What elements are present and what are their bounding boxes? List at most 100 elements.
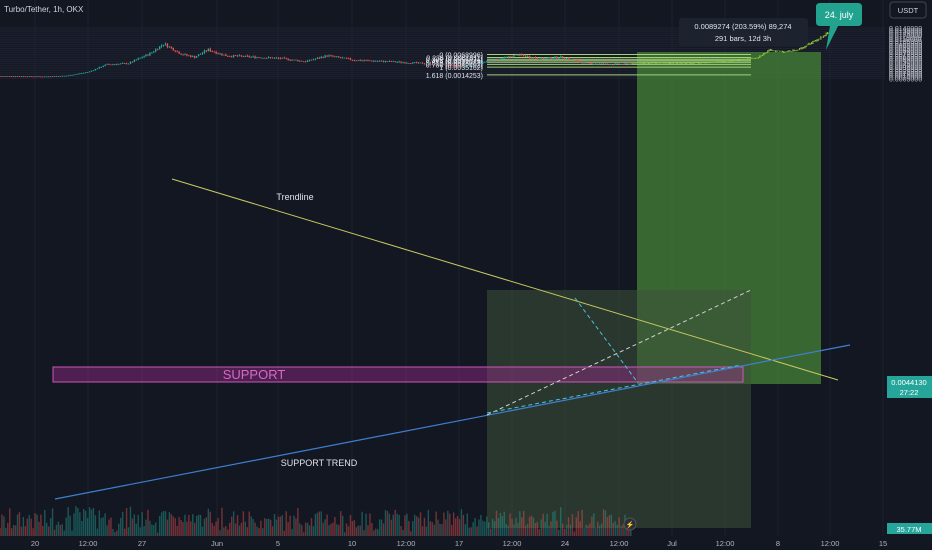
candle-body xyxy=(108,64,110,65)
volume-bar xyxy=(359,525,361,536)
volume-bar xyxy=(104,513,106,536)
candle-body xyxy=(394,61,396,63)
candle-body xyxy=(61,75,64,77)
candle-body xyxy=(560,56,562,59)
volume-bar xyxy=(110,517,112,536)
support-zone[interactable] xyxy=(52,366,744,383)
volume-bar xyxy=(565,525,568,536)
candle-body xyxy=(480,63,482,64)
date-callout[interactable] xyxy=(816,3,862,50)
candle-body xyxy=(513,55,515,57)
volume-bar xyxy=(190,521,192,536)
volume-bar xyxy=(322,522,324,536)
volume-bar xyxy=(585,524,587,536)
volume-bar xyxy=(42,525,44,536)
volume-bar xyxy=(135,523,137,536)
volume-bar xyxy=(176,525,178,536)
candle-body xyxy=(195,56,198,58)
candle-body xyxy=(184,54,186,55)
candle-body xyxy=(12,76,15,78)
volume-bar xyxy=(493,521,496,536)
price-tick-label: 0.0005000 xyxy=(889,76,922,83)
price-tick-label: 0.0125000 xyxy=(889,32,922,39)
candle-body xyxy=(32,76,34,78)
volume-bar xyxy=(480,514,482,536)
volume-bar xyxy=(92,507,95,536)
candle-body xyxy=(100,66,102,68)
volume-bar xyxy=(470,527,472,536)
candle-body xyxy=(341,57,344,59)
candle-body xyxy=(458,66,461,68)
volume-bar xyxy=(332,522,334,536)
candle-body xyxy=(5,76,7,77)
measure-line-2: 291 bars, 12d 3h xyxy=(715,34,771,43)
candle-body xyxy=(46,76,48,78)
candle-body xyxy=(386,61,389,62)
candle-body xyxy=(289,59,291,61)
volume-bar xyxy=(351,521,354,536)
candle-body xyxy=(244,55,247,57)
candle-body xyxy=(59,76,62,77)
volume-bar xyxy=(511,518,513,536)
volume-bar xyxy=(433,524,435,536)
volume-bar xyxy=(248,511,250,536)
replay-icon[interactable] xyxy=(623,517,637,531)
volume-bar xyxy=(149,520,151,536)
volume-bar xyxy=(49,518,52,536)
volume-bar xyxy=(205,517,208,536)
volume-bar xyxy=(38,521,40,536)
candle-body xyxy=(598,63,601,65)
volume-bar xyxy=(497,518,500,536)
fib-level-label: 1 (0.0035162) xyxy=(439,65,483,72)
candle-body xyxy=(363,60,365,62)
volume-bar xyxy=(314,514,317,536)
candle-body xyxy=(139,57,141,59)
volume-bar xyxy=(116,530,118,536)
volume-bar xyxy=(365,513,367,536)
candle-body xyxy=(558,58,560,59)
volume-bar xyxy=(384,510,387,536)
price-tick-label: 0.0020000 xyxy=(889,71,922,78)
support-label: SUPPORT xyxy=(223,367,286,382)
candle-body xyxy=(217,53,219,55)
current-price-value: 0.0044130 xyxy=(891,378,926,387)
candle-body xyxy=(534,57,537,59)
volume-bar xyxy=(199,514,202,536)
volume-bar xyxy=(610,514,613,536)
volume-bar xyxy=(524,525,527,536)
volume-bar xyxy=(81,520,83,536)
volume-bar xyxy=(232,511,235,536)
trendline[interactable] xyxy=(171,178,839,381)
candle-body xyxy=(71,74,73,76)
volume-bar xyxy=(408,520,410,536)
volume-bar xyxy=(519,511,521,536)
price-axis[interactable] xyxy=(885,0,932,550)
candle-body xyxy=(170,46,173,48)
candle-body xyxy=(472,64,474,66)
volume-bar xyxy=(0,528,1,536)
candle-body xyxy=(412,62,414,64)
candle-body xyxy=(561,56,564,58)
candle-body xyxy=(176,51,178,53)
volume-bar xyxy=(491,518,494,536)
volume-bar xyxy=(250,516,252,536)
time-axis[interactable]: 20 12:00 27 Jun 5 10 12:00 17 12:00 24 12:00 Jul 12:… xyxy=(31,539,887,548)
volume-bar xyxy=(26,518,28,536)
candle-body xyxy=(242,56,245,57)
volume-bar xyxy=(120,517,122,536)
candle-body xyxy=(546,57,548,59)
volume-bar xyxy=(260,520,262,536)
volume-bar xyxy=(377,529,379,536)
support-trend-line[interactable] xyxy=(54,344,851,500)
currency-button[interactable] xyxy=(889,1,927,19)
candle-body xyxy=(310,59,313,61)
volume-bar xyxy=(517,522,519,536)
candle-body xyxy=(285,57,287,59)
candle-body xyxy=(90,70,93,72)
candle-body xyxy=(427,63,430,64)
volume-bar xyxy=(123,528,126,536)
volume-bar xyxy=(608,515,611,536)
candle-body xyxy=(81,73,83,74)
candle-body xyxy=(626,63,628,65)
